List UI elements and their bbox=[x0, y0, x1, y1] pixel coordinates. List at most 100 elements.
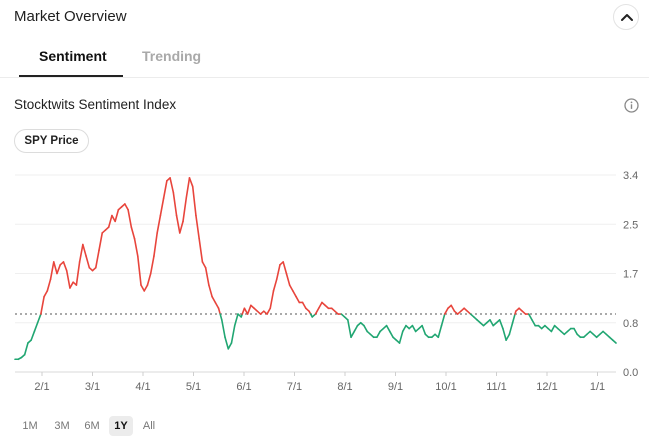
series-segment bbox=[272, 278, 278, 292]
series-segment bbox=[191, 185, 197, 217]
range-button-1y[interactable]: 1Y bbox=[109, 416, 133, 436]
tab-trending[interactable]: Trending bbox=[142, 48, 202, 64]
tab-sentiment[interactable]: Sentiment bbox=[39, 48, 107, 64]
x-tick-label: 9/1 bbox=[388, 381, 403, 390]
series-segment bbox=[201, 261, 207, 269]
x-tick-label: 1/1 bbox=[590, 381, 605, 390]
series-segment bbox=[56, 264, 62, 275]
series-segment bbox=[52, 261, 58, 275]
series-segment bbox=[301, 301, 307, 310]
range-selector: 1M 3M 6M 1Y All bbox=[0, 412, 649, 438]
series-segment bbox=[489, 319, 495, 327]
series-segment bbox=[502, 327, 507, 341]
series-segment bbox=[443, 307, 449, 315]
series-segment bbox=[204, 266, 210, 286]
range-button-1m[interactable]: 1M bbox=[22, 420, 38, 432]
collapse-button[interactable] bbox=[613, 4, 639, 30]
series-segment bbox=[159, 197, 165, 217]
series-segment bbox=[78, 243, 84, 263]
series-segment bbox=[220, 319, 226, 339]
range-button-6m[interactable]: 6M bbox=[84, 420, 100, 432]
series-segment bbox=[285, 272, 291, 286]
y-tick-label: 3.4 bbox=[623, 170, 638, 182]
series-segment bbox=[156, 214, 162, 234]
series-segment bbox=[385, 324, 391, 333]
series-segment bbox=[288, 284, 294, 292]
chevron-up-icon bbox=[621, 14, 633, 21]
range-button-all[interactable]: All bbox=[142, 420, 156, 432]
series-segment bbox=[219, 313, 223, 321]
series-segment bbox=[133, 237, 139, 257]
series-segment bbox=[398, 330, 404, 344]
page-title: Market Overview bbox=[14, 8, 127, 25]
series-segment bbox=[292, 290, 297, 298]
series-segment bbox=[350, 330, 356, 339]
range-button-3m[interactable]: 3M bbox=[54, 420, 70, 432]
series-segment bbox=[149, 255, 155, 275]
series-segment bbox=[217, 307, 221, 315]
series-segment bbox=[527, 313, 533, 321]
series-segment bbox=[269, 290, 275, 310]
x-tick-label: 6/1 bbox=[236, 381, 251, 390]
series-segment bbox=[314, 307, 320, 315]
series-segment bbox=[421, 324, 427, 336]
y-tick-label: 0.8 bbox=[623, 318, 638, 330]
series-segment bbox=[114, 208, 120, 223]
series-segment bbox=[130, 226, 136, 240]
chart-title: Stocktwits Sentiment Index bbox=[14, 97, 177, 112]
series-segment bbox=[411, 324, 417, 333]
sentiment-line bbox=[14, 177, 617, 361]
series-segment bbox=[508, 321, 514, 336]
series-segment bbox=[62, 261, 68, 272]
series-segment bbox=[243, 307, 249, 315]
series-segment bbox=[185, 177, 191, 199]
series-segment bbox=[124, 203, 129, 211]
series-segment bbox=[146, 272, 152, 286]
series-segment bbox=[43, 290, 49, 298]
series-segment bbox=[227, 342, 233, 350]
series-segment bbox=[198, 237, 204, 263]
series-segment bbox=[69, 281, 74, 289]
series-segment bbox=[363, 324, 368, 333]
series-segment bbox=[233, 313, 239, 327]
sentiment-chart: 0.0 0.8 1.7 2.5 3.4 2/1 3/1 4/1 5/1 6/1 7/1 8/1 9/1… bbox=[14, 170, 638, 390]
chart-grid bbox=[15, 174, 616, 373]
series-segment bbox=[136, 255, 142, 286]
series-segment bbox=[49, 261, 55, 281]
series-segment bbox=[36, 313, 42, 324]
series-segment bbox=[611, 339, 617, 344]
series-segment bbox=[75, 261, 81, 286]
series-segment bbox=[208, 284, 213, 298]
series-segment bbox=[246, 304, 252, 315]
series-segment bbox=[143, 284, 149, 292]
series-segment bbox=[94, 249, 100, 269]
series-segment bbox=[505, 333, 511, 341]
series-segment bbox=[376, 330, 381, 339]
series-segment bbox=[531, 319, 537, 327]
series-segment bbox=[295, 295, 301, 304]
series-segment bbox=[33, 321, 39, 333]
y-tick-label: 1.7 bbox=[623, 269, 638, 281]
series-segment bbox=[195, 214, 200, 240]
info-icon[interactable] bbox=[624, 98, 639, 113]
series-segment bbox=[23, 342, 29, 356]
series-segment bbox=[440, 313, 446, 327]
series-segment bbox=[550, 324, 556, 333]
series-segment bbox=[282, 261, 288, 275]
y-tick-label: 2.5 bbox=[623, 219, 638, 231]
series-segment bbox=[437, 324, 443, 339]
series-segment bbox=[40, 295, 45, 315]
series-segment bbox=[511, 313, 516, 324]
x-axis: 2/1 3/1 4/1 5/1 6/1 7/1 8/1 9/1 10/1 11/1 12/1 1/1 bbox=[34, 372, 605, 390]
series-segment bbox=[188, 177, 194, 188]
x-tick-label: 3/1 bbox=[85, 381, 100, 390]
series-segment bbox=[127, 208, 133, 228]
series-segment bbox=[275, 264, 281, 281]
y-tick-label: 0.0 bbox=[623, 367, 638, 379]
series-segment bbox=[266, 307, 272, 315]
spy-price-toggle[interactable]: SPY Price bbox=[14, 129, 89, 153]
series-segment bbox=[140, 284, 146, 292]
series-segment bbox=[153, 232, 158, 257]
series-segment bbox=[224, 336, 230, 350]
x-tick-label: 5/1 bbox=[186, 381, 201, 390]
